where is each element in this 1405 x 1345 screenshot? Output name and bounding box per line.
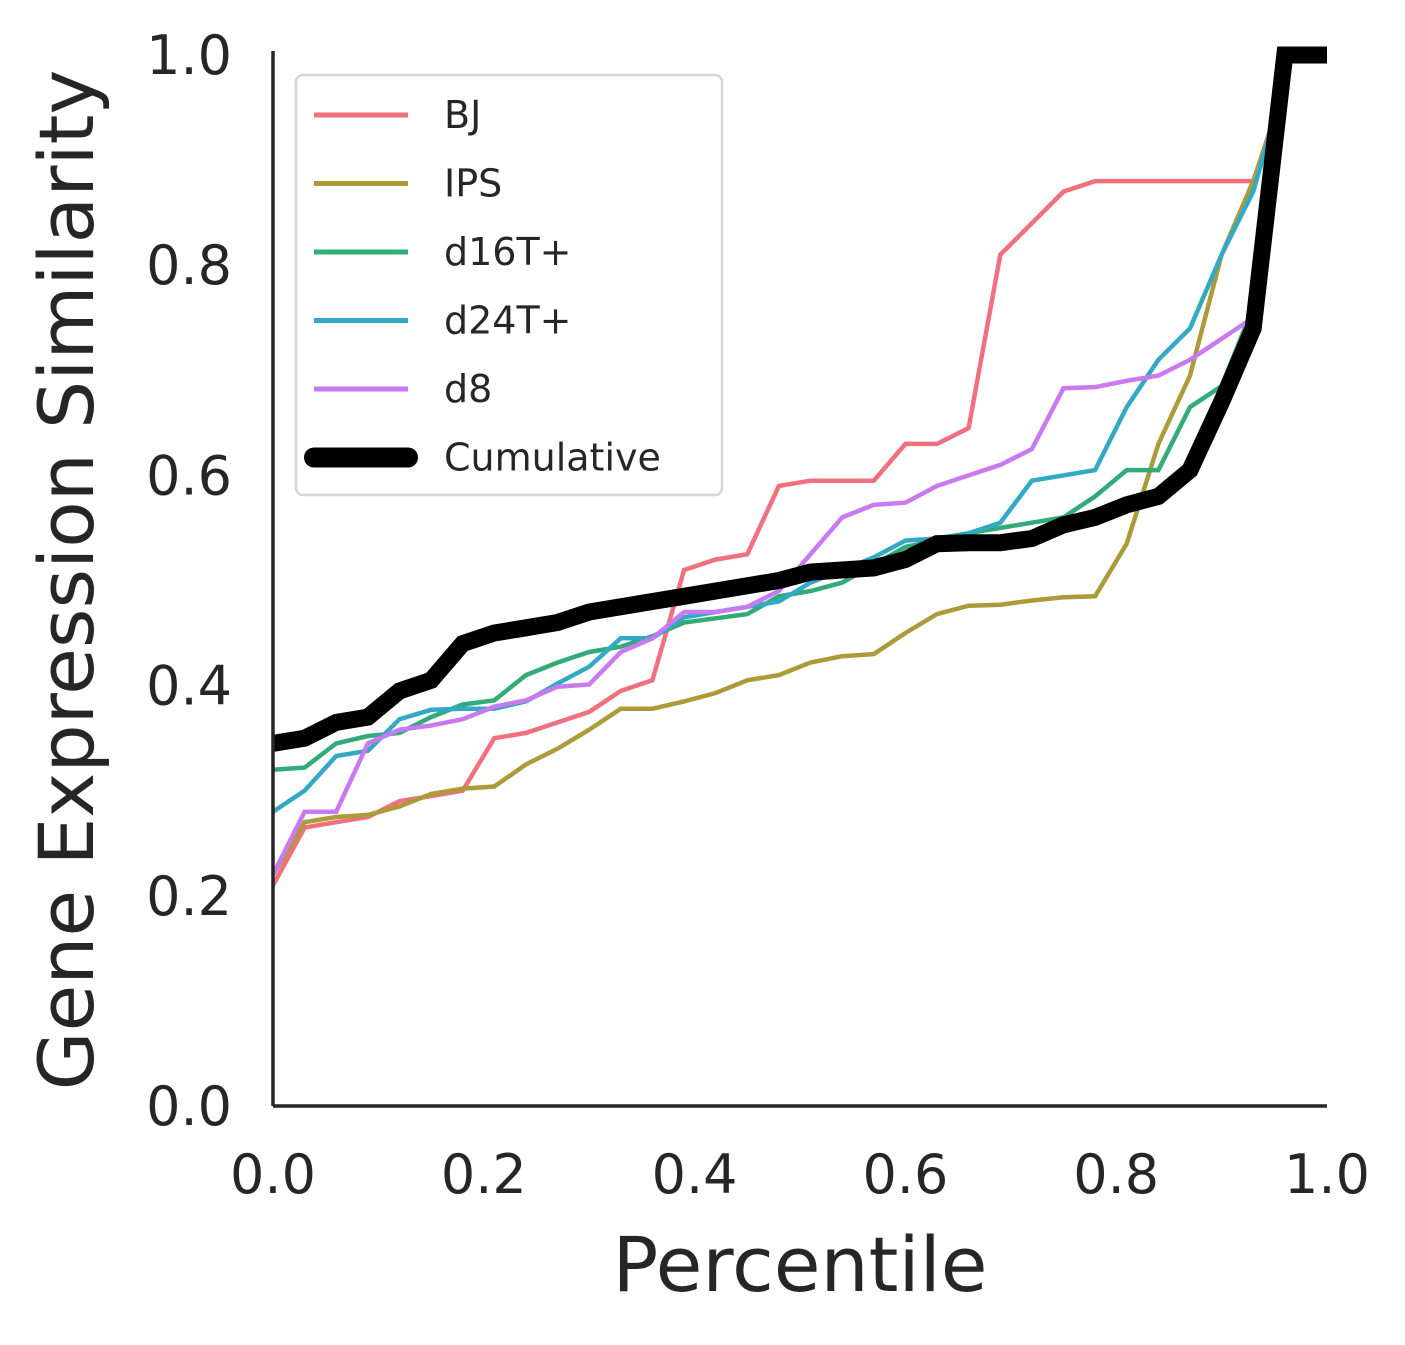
tick-labels: 0.0 0.2 0.4 0.6 0.8 1.0 0.0 0.2 0.4 0.6 0.8 1.0 — [146, 24, 1370, 1206]
series-line-d8 — [270, 315, 1255, 876]
x-tick-label: 0.8 — [1073, 1143, 1159, 1206]
x-axis-title: Percentile — [613, 1220, 988, 1309]
axes-layer — [271, 51, 1327, 1108]
legend-label: d16T+ — [444, 230, 572, 274]
legend: BJ IPS d16T+ d24T+ d8 Cumulative — [294, 73, 724, 497]
series-layer — [270, 46, 1327, 887]
legend-box — [294, 73, 724, 497]
series-line-d16t- — [272, 107, 1277, 772]
x-tick-label: 0.0 — [230, 1143, 316, 1206]
x-tick-label: 1.0 — [1284, 1143, 1370, 1206]
y-tick-label: 1.0 — [146, 24, 232, 87]
x-tick-label: 0.4 — [652, 1143, 738, 1206]
legend-label: BJ — [444, 93, 481, 137]
legend-label: d8 — [444, 367, 492, 411]
series-line-d24t- — [271, 117, 1277, 814]
legend-label: IPS — [444, 162, 502, 206]
legend-label: Cumulative — [444, 436, 661, 480]
y-tick-label: 0.2 — [146, 865, 232, 928]
series-line-ips — [271, 117, 1277, 876]
y-tick-label: 0.6 — [146, 444, 232, 507]
series-line-cumulative — [271, 46, 1327, 752]
legend-items: BJ IPS d16T+ d24T+ d8 Cumulative — [304, 93, 661, 480]
x-tick-label: 0.6 — [862, 1143, 948, 1206]
y-tick-label: 0.4 — [146, 655, 232, 718]
legend-label: d24T+ — [444, 299, 572, 343]
y-tick-label: 0.8 — [146, 234, 232, 297]
y-tick-label: 0.0 — [146, 1075, 232, 1138]
x-tick-label: 0.2 — [441, 1143, 527, 1206]
y-axis-title: Gene Expression Similarity — [22, 70, 111, 1091]
